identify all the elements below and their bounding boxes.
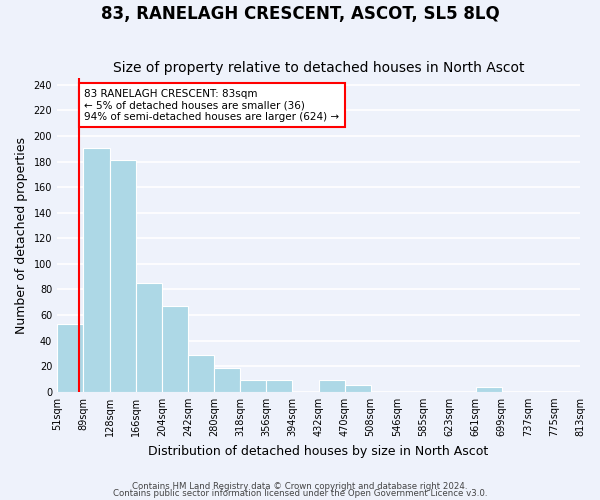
Bar [266,380,292,392]
Bar [162,306,188,392]
Bar [188,354,214,392]
Bar [528,390,554,392]
Bar [57,324,83,392]
Bar [110,160,136,392]
Text: Contains HM Land Registry data © Crown copyright and database right 2024.: Contains HM Land Registry data © Crown c… [132,482,468,491]
X-axis label: Distribution of detached houses by size in North Ascot: Distribution of detached houses by size … [148,444,488,458]
Bar [319,380,344,392]
Y-axis label: Number of detached properties: Number of detached properties [15,136,28,334]
Text: Contains public sector information licensed under the Open Government Licence v3: Contains public sector information licen… [113,490,487,498]
Bar [136,283,162,392]
Bar [344,386,371,392]
Bar [214,368,240,392]
Bar [83,148,110,392]
Title: Size of property relative to detached houses in North Ascot: Size of property relative to detached ho… [113,60,524,74]
Text: 83, RANELAGH CRESCENT, ASCOT, SL5 8LQ: 83, RANELAGH CRESCENT, ASCOT, SL5 8LQ [101,5,499,23]
Bar [240,380,266,392]
Text: 83 RANELAGH CRESCENT: 83sqm
← 5% of detached houses are smaller (36)
94% of semi: 83 RANELAGH CRESCENT: 83sqm ← 5% of deta… [85,88,340,122]
Bar [476,386,502,392]
